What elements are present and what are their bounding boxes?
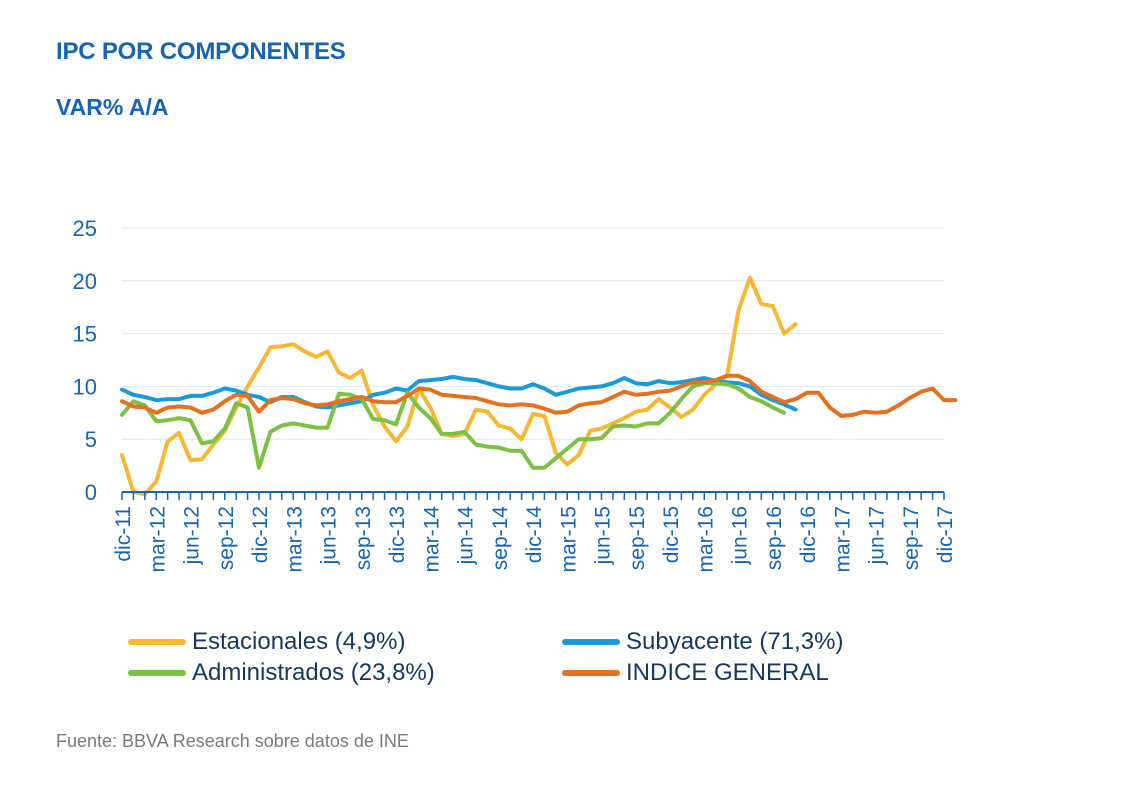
y-tick-label: 15 bbox=[73, 322, 97, 347]
y-tick-label: 0 bbox=[85, 480, 97, 505]
legend-label-indice-general: INDICE GENERAL bbox=[626, 659, 829, 686]
legend-swatch-indice-general bbox=[562, 670, 620, 676]
legend-label-subyacente: Subyacente (71,3%) bbox=[626, 628, 844, 655]
x-tick-label: sep-14 bbox=[489, 506, 512, 571]
x-tick-label: sep-13 bbox=[352, 506, 375, 570]
legend-swatch-estacionales bbox=[128, 639, 186, 645]
y-tick-label: 10 bbox=[73, 374, 97, 399]
legend-item-administrados: Administrados (23,8%) bbox=[128, 658, 435, 688]
y-axis-ticks: 0 5 10 15 20 25 bbox=[73, 216, 97, 505]
grid-lines bbox=[122, 227, 944, 440]
legend-label-administrados: Administrados (23,8%) bbox=[192, 659, 435, 686]
x-tick-label: dic-16 bbox=[797, 506, 820, 563]
series-line-indice-general bbox=[120, 373, 958, 418]
legend-swatch-administrados bbox=[128, 670, 186, 676]
legend-swatch-subyacente bbox=[562, 639, 620, 645]
x-tick-label: mar-15 bbox=[557, 506, 580, 573]
series-line-administrados bbox=[120, 381, 787, 470]
x-tick-label: mar-17 bbox=[831, 506, 854, 573]
x-tick-label: jun-14 bbox=[455, 506, 478, 566]
y-tick-label: 25 bbox=[73, 216, 97, 241]
x-tick-label: dic-11 bbox=[112, 506, 135, 562]
x-tick-label: dic-15 bbox=[660, 506, 683, 563]
series-line-subyacente bbox=[120, 374, 798, 412]
x-tick-label: jun-12 bbox=[181, 506, 204, 565]
x-tick-label: jun-17 bbox=[866, 506, 889, 565]
x-tick-label: dic-17 bbox=[934, 506, 957, 563]
x-tick-label: sep-17 bbox=[900, 506, 923, 570]
x-tick-label: sep-16 bbox=[763, 506, 786, 570]
series-lines bbox=[120, 275, 958, 497]
page-title: IPC POR COMPONENTES bbox=[56, 38, 346, 65]
legend-item-estacionales: Estacionales (4,9%) bbox=[128, 627, 405, 657]
x-tick-label: jun-16 bbox=[729, 506, 752, 565]
legend-item-indice-general: INDICE GENERAL bbox=[562, 658, 829, 688]
x-tick-label: jun-15 bbox=[592, 506, 615, 565]
x-axis-ticks: dic-11 mar-12 jun-12 sep-12 dic-12 mar-13 jun-… bbox=[112, 506, 957, 573]
x-tick-label: dic-12 bbox=[249, 506, 272, 563]
legend-label-estacionales: Estacionales (4,9%) bbox=[192, 628, 406, 655]
x-tick-label: mar-14 bbox=[420, 506, 443, 573]
x-tick-label: mar-13 bbox=[283, 506, 306, 573]
x-tick-label: jun-13 bbox=[318, 506, 341, 565]
x-tick-label: mar-16 bbox=[694, 506, 717, 573]
x-tick-label: mar-12 bbox=[146, 506, 169, 573]
y-tick-label: 5 bbox=[85, 427, 97, 452]
chart-subtitle: VAR% A/A bbox=[56, 94, 169, 120]
source-note: Fuente: BBVA Research sobre datos de INE bbox=[56, 731, 409, 751]
y-tick-label: 20 bbox=[73, 269, 97, 294]
legend-item-subyacente: Subyacente (71,3%) bbox=[562, 627, 843, 657]
x-axis bbox=[121, 491, 945, 500]
x-tick-label: dic-13 bbox=[386, 506, 409, 563]
x-tick-label: sep-12 bbox=[215, 506, 238, 570]
x-tick-label: sep-15 bbox=[626, 506, 649, 570]
x-tick-label: dic-14 bbox=[523, 506, 546, 564]
